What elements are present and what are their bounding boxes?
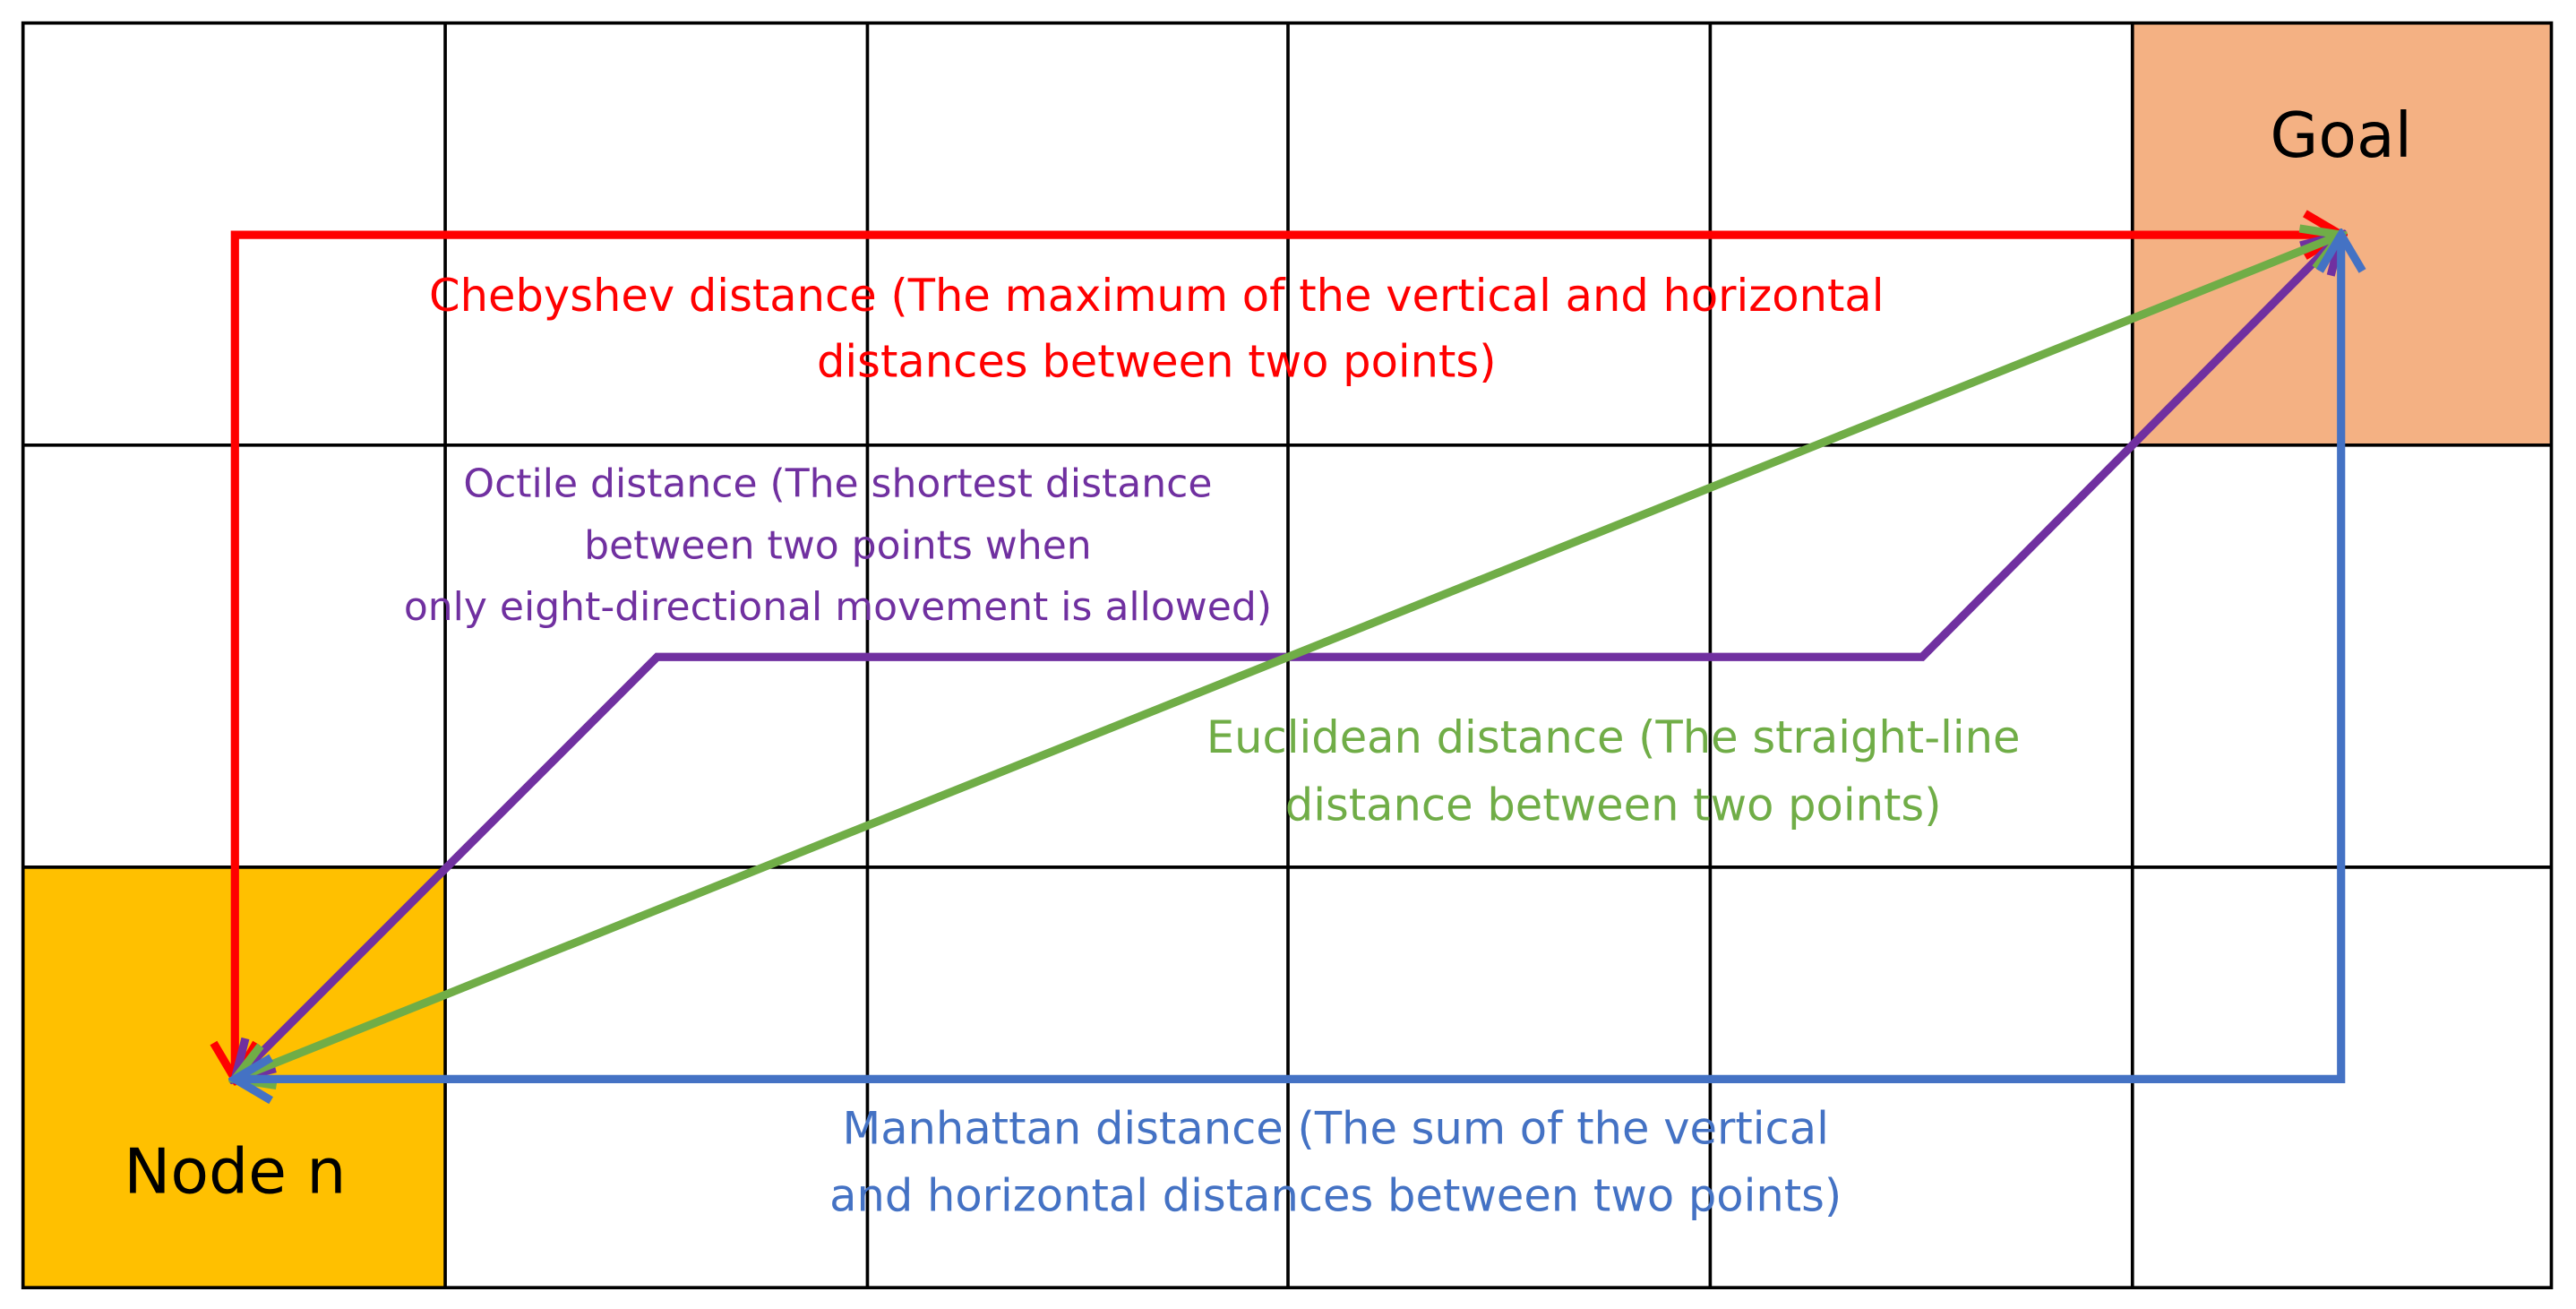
- edge-label: between two points when: [584, 522, 1092, 568]
- edge-label: distances between two points): [817, 335, 1497, 387]
- node-label: Node n: [124, 1136, 346, 1209]
- edge-label: Manhattan distance (The sum of the verti…: [843, 1103, 1829, 1155]
- edge-label: distance between two points): [1285, 779, 1942, 831]
- edge-label: and horizontal distances between two poi…: [829, 1170, 1842, 1222]
- node-label: Goal: [2270, 99, 2412, 172]
- edge-label: only eight-directional movement is allow…: [404, 584, 1272, 630]
- edge-label: Euclidean distance (The straight-line: [1206, 711, 2021, 763]
- edge-label: Octile distance (The shortest distance: [463, 461, 1212, 507]
- edge-labels: Chebyshev distance (The maximum of the v…: [404, 270, 2021, 1222]
- edge-label: Chebyshev distance (The maximum of the v…: [429, 270, 1884, 322]
- manhattan-arrow: [235, 235, 2340, 1079]
